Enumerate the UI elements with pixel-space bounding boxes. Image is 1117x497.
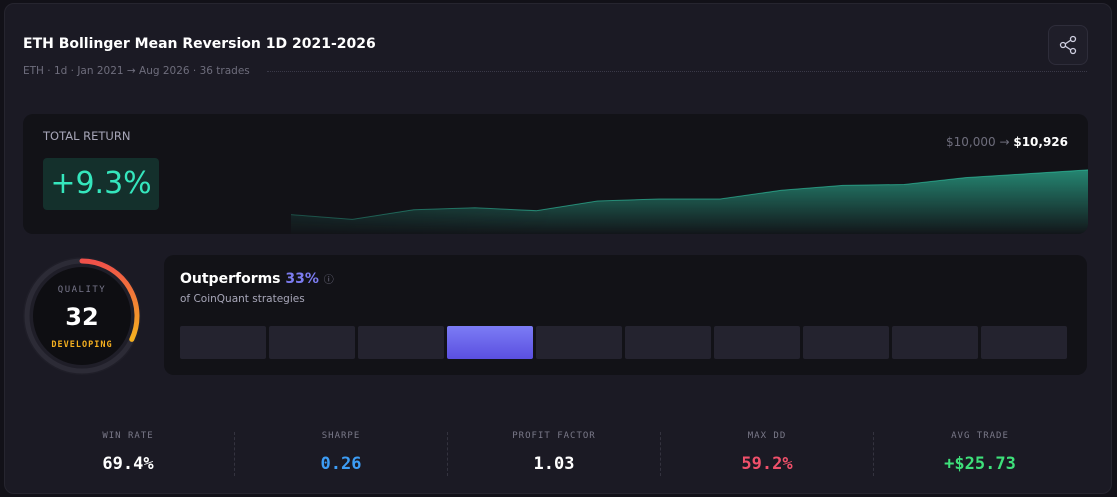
end-balance: $10,926 (1013, 135, 1068, 149)
share-icon (1059, 35, 1077, 55)
outperform-value: 33% (285, 271, 319, 287)
balance: $10,000 → $10,926 (946, 135, 1068, 149)
metric-divider (447, 432, 448, 476)
bucket (269, 326, 355, 359)
equity-line (290, 169, 1088, 220)
bucket (803, 326, 889, 359)
share-button[interactable] (1048, 25, 1088, 65)
info-icon[interactable]: ⓘ (323, 275, 334, 286)
return-panel: TOTAL RETURN +9.3% $10,000 → $10,926 (23, 114, 1088, 234)
subtitle: ETH · 1d · Jan 2021 → Aug 2026 · 36 trad… (23, 65, 250, 77)
return-label: TOTAL RETURN (43, 129, 131, 143)
metric-value: 69.4% (102, 454, 154, 474)
outperform-title: Outperforms 33% ⓘ (180, 271, 334, 287)
quality-score: 32 (65, 303, 98, 331)
percentile-bar (180, 326, 1067, 359)
metric-label: AVG TRADE (951, 431, 1009, 441)
divider (267, 71, 1087, 72)
outperform-subtitle: of CoinQuant strategies (180, 293, 305, 305)
gauge-inner (33, 267, 131, 365)
quality-gauge: QUALITY 32 DEVELOPING (23, 257, 141, 375)
bucket (358, 326, 444, 359)
equity-area (291, 169, 1088, 234)
metric-value: +$25.73 (944, 454, 1016, 474)
bucket-active (447, 326, 533, 359)
metric-divider (660, 432, 661, 476)
start-balance: $10,000 (946, 135, 996, 149)
equity-chart (290, 169, 1088, 234)
metric-label: SHARPE (321, 431, 361, 441)
metric-label: MAX DD (747, 431, 787, 441)
metric-value: 59.2% (741, 454, 793, 474)
bucket (892, 326, 978, 359)
metric-value: 1.03 (533, 454, 575, 474)
bucket (536, 326, 622, 359)
gauge-arc (79, 258, 140, 342)
bucket (180, 326, 266, 359)
metric-divider (234, 432, 235, 476)
metric-value: 0.26 (320, 454, 362, 474)
arrow: → (999, 135, 1010, 149)
outperform-text: Outperforms (180, 271, 281, 287)
bucket (714, 326, 800, 359)
quality-rating: DEVELOPING (51, 340, 112, 350)
card: ETH Bollinger Mean Reversion 1D 2021-202… (4, 3, 1112, 494)
bucket (625, 326, 711, 359)
title: ETH Bollinger Mean Reversion 1D 2021-202… (23, 36, 376, 52)
quality-label: QUALITY (58, 285, 106, 295)
outperform-panel: Outperforms 33% ⓘ of CoinQuant strategie… (164, 255, 1087, 375)
bucket (981, 326, 1067, 359)
metric-divider (873, 432, 874, 476)
return-value: +9.3% (43, 158, 159, 210)
metric-label: PROFIT FACTOR (512, 431, 596, 441)
metric-label: WIN RATE (102, 431, 154, 441)
